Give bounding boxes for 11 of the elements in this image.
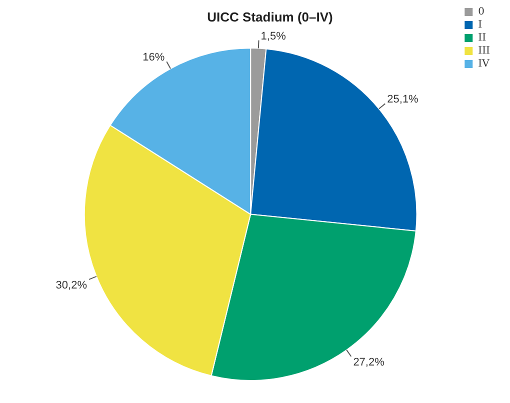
data-label: 30,2%: [56, 279, 88, 292]
data-label: 27,2%: [353, 356, 385, 369]
chart-title: UICC Stadium (0–IV): [207, 9, 333, 24]
legend-label: IV: [478, 58, 490, 70]
legend-label: II: [478, 32, 486, 44]
data-label: 1,5%: [260, 30, 286, 42]
data-label: 16%: [142, 52, 165, 64]
legend-label: 0: [478, 6, 485, 18]
data-label: 25,1%: [387, 94, 419, 106]
legend-label: III: [478, 46, 490, 57]
legend-label: I: [478, 20, 482, 31]
